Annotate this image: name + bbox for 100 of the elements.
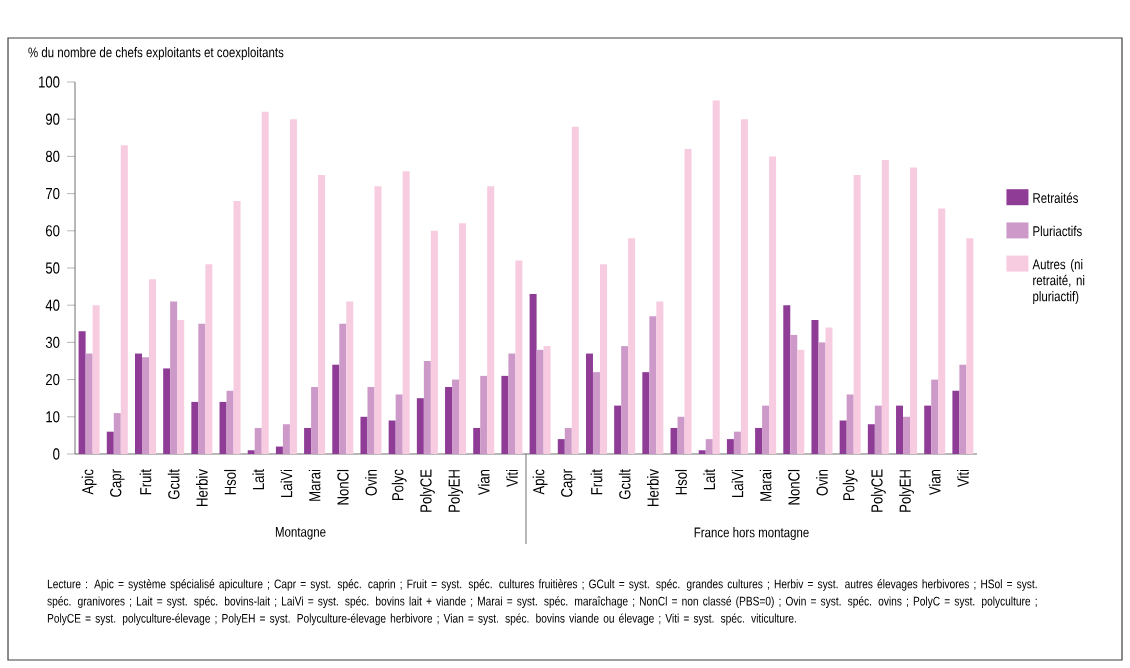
x-tick-label: Ovin [365, 469, 377, 496]
bar [452, 379, 460, 454]
bar [141, 357, 149, 454]
bar [247, 450, 255, 454]
bar [120, 145, 128, 454]
bar [811, 320, 819, 454]
bar [571, 126, 579, 454]
x-tick-label: Vian [928, 469, 941, 496]
bar [219, 401, 227, 454]
bar [205, 264, 213, 454]
bar [395, 394, 403, 454]
x-tick-label: PolyCE [870, 469, 886, 512]
y-tick-label: 70 [46, 187, 60, 200]
y-axis-title: % du nombre de chefs exploitants et coexploitants [28, 47, 284, 61]
bar [480, 375, 488, 454]
bar [677, 416, 685, 454]
x-tick-label: Capr [110, 469, 125, 497]
bar [536, 349, 544, 454]
x-tick-label: Fruit [590, 469, 603, 495]
bar [501, 375, 509, 454]
bar [416, 398, 424, 454]
bar [106, 431, 114, 454]
x-tick-label: Gcult [618, 469, 631, 500]
bar [825, 327, 833, 454]
bar [508, 353, 516, 454]
bar [487, 186, 495, 454]
legend-label: Pluriactifs [1033, 225, 1082, 237]
text: Montagne [275, 527, 326, 540]
bar [473, 427, 481, 454]
bar [275, 446, 283, 454]
bar [198, 323, 206, 454]
y-tick-label: 60 [46, 225, 60, 237]
bar [684, 148, 692, 454]
y-tick-label: 80 [45, 150, 60, 163]
bar [459, 223, 467, 454]
bar [628, 238, 636, 454]
bar [134, 353, 142, 454]
bar [874, 405, 882, 454]
bar [515, 260, 523, 454]
bar [726, 439, 734, 454]
bar [621, 346, 629, 454]
bar [656, 301, 664, 454]
y-tick-label: 20 [46, 373, 60, 386]
bar [191, 401, 199, 454]
bar [755, 427, 763, 454]
bar [733, 431, 741, 454]
bar [92, 305, 100, 454]
bar [374, 186, 382, 454]
y-tick-label: 40 [45, 299, 60, 311]
bar [85, 353, 93, 454]
bar [649, 316, 657, 454]
x-tick-label: Gcult [167, 469, 180, 500]
bar [599, 264, 607, 454]
bar [170, 301, 178, 454]
bar [332, 364, 340, 454]
bar [818, 342, 826, 454]
legend-label: Autres (ni retraité, ni pluriactif) [1032, 259, 1085, 305]
x-tick-label: Ovin [816, 469, 828, 496]
y-tick-label: 10 [46, 411, 60, 423]
bar [839, 420, 847, 454]
x-tick-label: Viti [957, 469, 969, 487]
bar [614, 405, 622, 454]
bar [311, 387, 319, 454]
y-tick-label: 100 [39, 76, 60, 88]
bar [938, 208, 946, 454]
x-tick-label: PolyCE [419, 469, 435, 512]
x-tick-label: NonCl [787, 469, 800, 505]
bar [318, 174, 326, 454]
bar [592, 372, 600, 454]
bar [797, 349, 805, 454]
x-tick-label: Hsol [224, 469, 236, 495]
bar [740, 119, 748, 454]
bar [924, 405, 932, 454]
bar [896, 405, 904, 454]
bar [952, 390, 960, 454]
x-tick-label: NonCl [336, 469, 349, 505]
y-tick-label: 50 [45, 262, 60, 274]
x-tick-label: Polyc [842, 469, 858, 501]
bar [289, 119, 297, 454]
bar [769, 156, 777, 454]
x-tick-label: Apic [532, 469, 548, 495]
x-tick-label: PolyEH [448, 470, 463, 512]
bar [846, 394, 854, 454]
bar [261, 111, 269, 454]
x-tick-label: Hsol [675, 469, 687, 495]
bar [177, 320, 185, 454]
y-tick-label: 90 [45, 113, 60, 125]
bar [226, 390, 234, 454]
x-tick-label: Viti [506, 469, 518, 487]
x-tick-label: Fruit [139, 469, 152, 495]
bar [783, 305, 791, 454]
x-tick-label: Herbiv [195, 469, 208, 506]
bar [113, 413, 121, 454]
bar [402, 171, 410, 454]
bar [346, 301, 354, 454]
bar [304, 427, 312, 454]
bar [430, 230, 438, 454]
bar [557, 439, 565, 454]
bar [339, 323, 347, 454]
bar [705, 439, 713, 454]
